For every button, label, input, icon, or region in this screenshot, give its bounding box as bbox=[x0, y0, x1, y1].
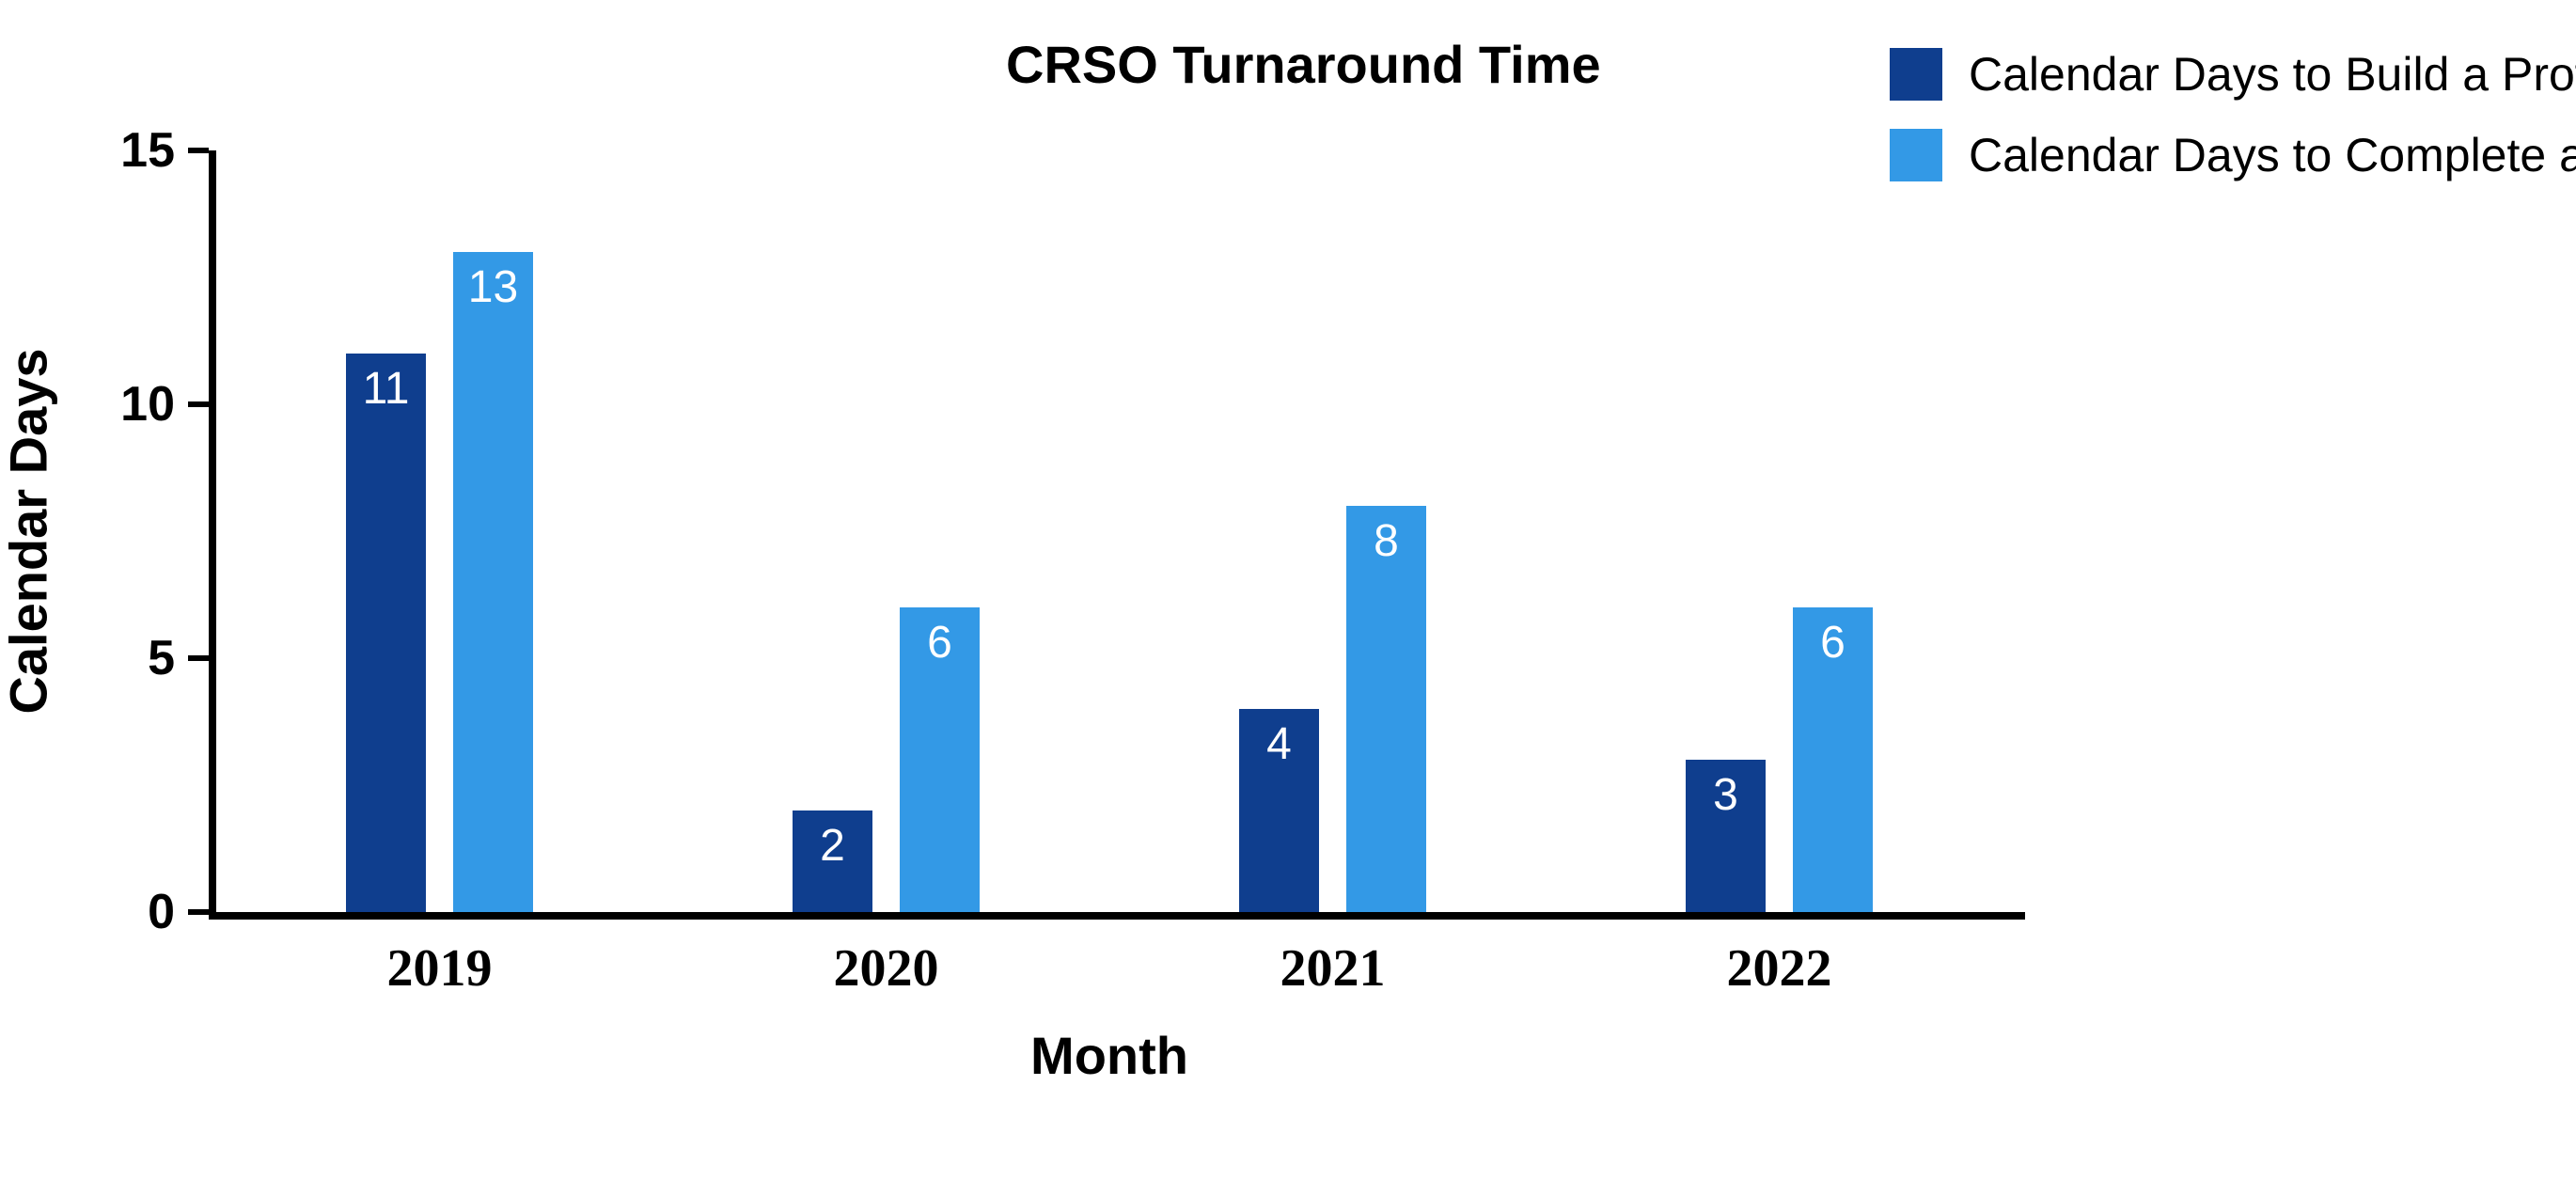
y-tick-mark bbox=[188, 401, 209, 407]
bar-value-label: 13 bbox=[468, 261, 518, 313]
legend-item: Calendar Days to Build a Protocol bbox=[1890, 47, 2576, 102]
y-tick-label: 0 bbox=[148, 884, 175, 940]
y-axis-title: Calendar Days bbox=[0, 348, 59, 714]
x-axis-line bbox=[209, 912, 2025, 920]
bar-value-label: 2 bbox=[820, 820, 845, 872]
bar bbox=[453, 252, 534, 912]
bar-value-label: 4 bbox=[1266, 718, 1292, 770]
bar-value-label: 6 bbox=[1820, 617, 1846, 669]
x-tick-label: 2019 bbox=[387, 938, 493, 999]
y-tick-mark bbox=[188, 655, 209, 661]
chart-container: CRSO Turnaround Time Calendar Days to Bu… bbox=[0, 0, 2576, 1196]
y-tick-label: 10 bbox=[120, 376, 175, 433]
y-tick-mark bbox=[188, 148, 209, 153]
legend-label: Calendar Days to Build a Protocol bbox=[1969, 47, 2576, 102]
chart-title: CRSO Turnaround Time bbox=[1006, 34, 1601, 95]
x-tick-label: 2020 bbox=[834, 938, 939, 999]
bar-value-label: 6 bbox=[927, 617, 952, 669]
legend-swatch bbox=[1890, 48, 1942, 101]
legend-label: Calendar Days to Complete a CA bbox=[1969, 128, 2576, 182]
x-axis-title: Month bbox=[1030, 1025, 1188, 1086]
bar-value-label: 11 bbox=[363, 363, 410, 415]
x-tick-label: 2021 bbox=[1280, 938, 1386, 999]
bar bbox=[346, 354, 427, 912]
y-tick-label: 15 bbox=[120, 122, 175, 179]
y-tick-label: 5 bbox=[148, 630, 175, 686]
bar-value-label: 8 bbox=[1374, 515, 1399, 567]
y-tick-mark bbox=[188, 909, 209, 915]
x-tick-label: 2022 bbox=[1727, 938, 1832, 999]
y-axis-line bbox=[209, 150, 216, 920]
bar-value-label: 3 bbox=[1713, 769, 1738, 821]
plot-area: 05101511132019262020482021362022 bbox=[216, 150, 2003, 912]
